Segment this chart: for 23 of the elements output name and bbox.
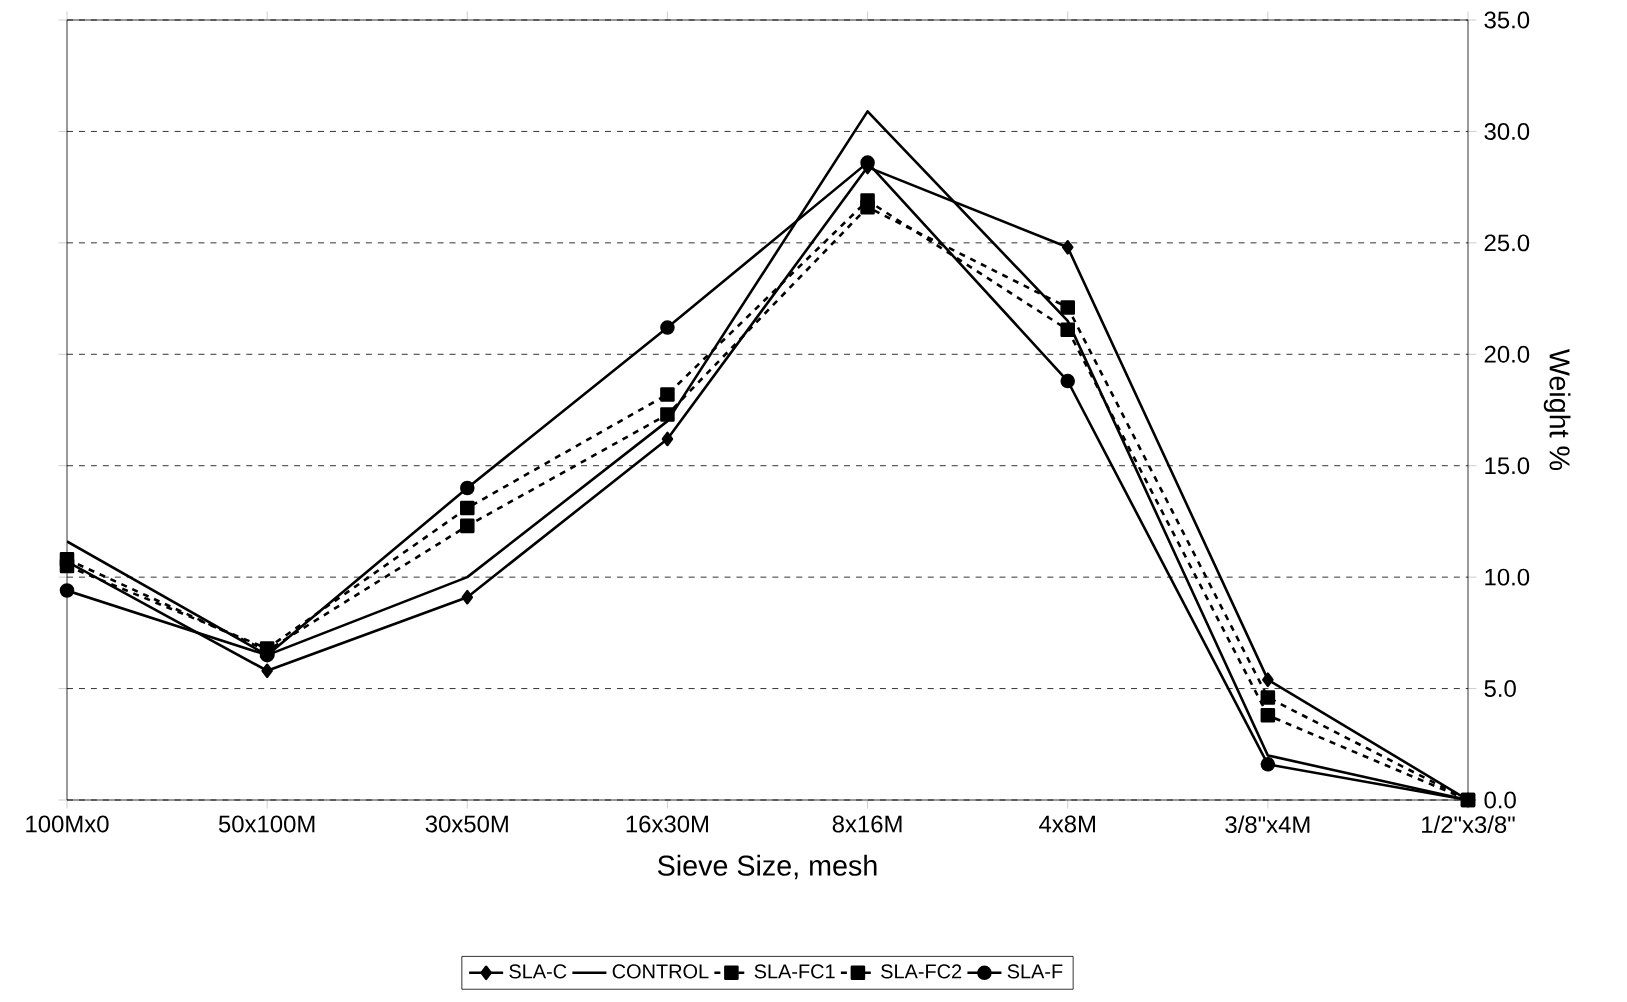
y-tick-label: 5.0 bbox=[1484, 680, 1516, 698]
legend-label: SLA-F bbox=[1007, 964, 1063, 979]
y-tick-label: 0.0 bbox=[1484, 791, 1516, 809]
legend-label: SLA-FC1 bbox=[754, 964, 835, 979]
y-tick-label: 10.0 bbox=[1485, 568, 1530, 586]
x-tick-label: 30x50M bbox=[425, 815, 508, 833]
y-tick-label: 20.0 bbox=[1484, 345, 1530, 363]
x-tick-label: 1/2"x3/8" bbox=[1422, 815, 1515, 834]
y-tick-label: 15.0 bbox=[1485, 457, 1530, 475]
legend-label: CONTROL bbox=[612, 964, 709, 979]
x-tick-label: 3/8"x4M bbox=[1225, 815, 1310, 834]
x-tick-label: 4x8M bbox=[1039, 815, 1095, 833]
legend-label: SLA-FC2 bbox=[881, 964, 962, 979]
x-tick-label: 16x30M bbox=[626, 815, 708, 833]
y-tick-label: 30.0 bbox=[1484, 122, 1530, 140]
y-tick-label: 35.0 bbox=[1484, 11, 1530, 29]
x-tick-label: 50x100M bbox=[218, 815, 315, 833]
legend-label: SLA-C bbox=[509, 964, 567, 979]
x-axis-title: Sieve Size, mesh bbox=[657, 854, 877, 880]
y-tick-label: 25.0 bbox=[1484, 234, 1530, 252]
y-axis-title: Weight % bbox=[1543, 348, 1571, 471]
x-tick-label: 100Mx0 bbox=[26, 815, 109, 833]
x-tick-label: 8x16M bbox=[832, 815, 902, 833]
